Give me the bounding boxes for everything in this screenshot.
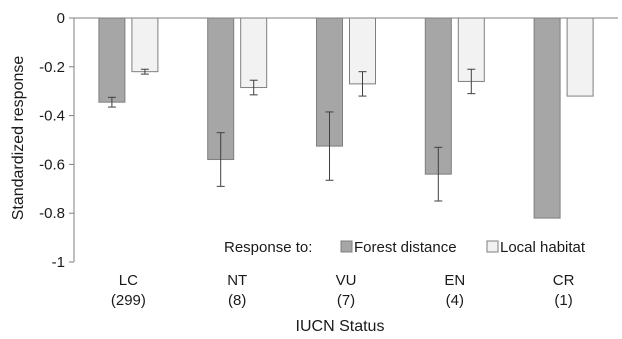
x-category-label: VU bbox=[336, 272, 357, 289]
error-bar-local-habitat-en bbox=[467, 68, 476, 95]
error-bar-forest-distance-lc bbox=[107, 96, 116, 108]
bar-local-habitat-lc bbox=[131, 17, 159, 73]
y-axis-title: Standardized response bbox=[10, 56, 27, 221]
bar-local-habitat-nt bbox=[240, 17, 268, 89]
axes-layer bbox=[73, 17, 618, 262]
error-bar-local-habitat-lc bbox=[140, 68, 149, 75]
x-axis-title: IUCN Status bbox=[296, 318, 385, 335]
legend-swatch-local-habitat bbox=[486, 240, 499, 253]
x-category-count: (8) bbox=[228, 292, 246, 309]
y-ticks-layer: 0 -0.2 -0.4 -0.6 -0.8 -1 bbox=[39, 10, 74, 271]
y-tick-label: -0.4 bbox=[39, 108, 65, 125]
x-category-count: (4) bbox=[446, 292, 464, 309]
x-category-label: EN bbox=[444, 272, 465, 289]
legend: Response to: Forest distance Local habit… bbox=[224, 239, 586, 256]
error-bar-local-habitat-nt bbox=[249, 79, 258, 96]
legend-label-forest-distance: Forest distance bbox=[354, 239, 457, 256]
x-category-count: (1) bbox=[554, 292, 572, 309]
y-tick-label: -0.2 bbox=[39, 59, 65, 76]
bar-forest-distance-lc bbox=[98, 17, 126, 103]
legend-title: Response to: bbox=[224, 239, 312, 256]
y-tick-label: -0.6 bbox=[39, 156, 65, 173]
legend-label-local-habitat: Local habitat bbox=[500, 239, 586, 256]
y-tick-label: 0 bbox=[57, 10, 65, 27]
y-tick-label: -1 bbox=[52, 254, 65, 271]
error-bar-forest-distance-nt bbox=[216, 132, 225, 187]
error-bar-forest-distance-vu bbox=[325, 111, 334, 181]
y-tick-label: -0.8 bbox=[39, 205, 65, 222]
x-category-label: NT bbox=[227, 272, 247, 289]
error-bar-forest-distance-en bbox=[434, 146, 443, 202]
bars-layer bbox=[98, 17, 594, 219]
x-labels-layer: LC (299) NT (8) VU (7) EN (4) CR (1) bbox=[111, 272, 575, 309]
x-category-label: CR bbox=[553, 272, 575, 289]
x-category-count: (299) bbox=[111, 292, 146, 309]
error-bar-local-habitat-vu bbox=[358, 71, 367, 97]
error-bars-layer bbox=[107, 68, 476, 202]
bar-local-habitat-cr bbox=[566, 17, 594, 97]
x-category-count: (7) bbox=[337, 292, 355, 309]
bar-forest-distance-cr bbox=[533, 17, 561, 219]
x-category-label: LC bbox=[119, 272, 138, 289]
legend-swatch-forest-distance bbox=[340, 240, 353, 253]
